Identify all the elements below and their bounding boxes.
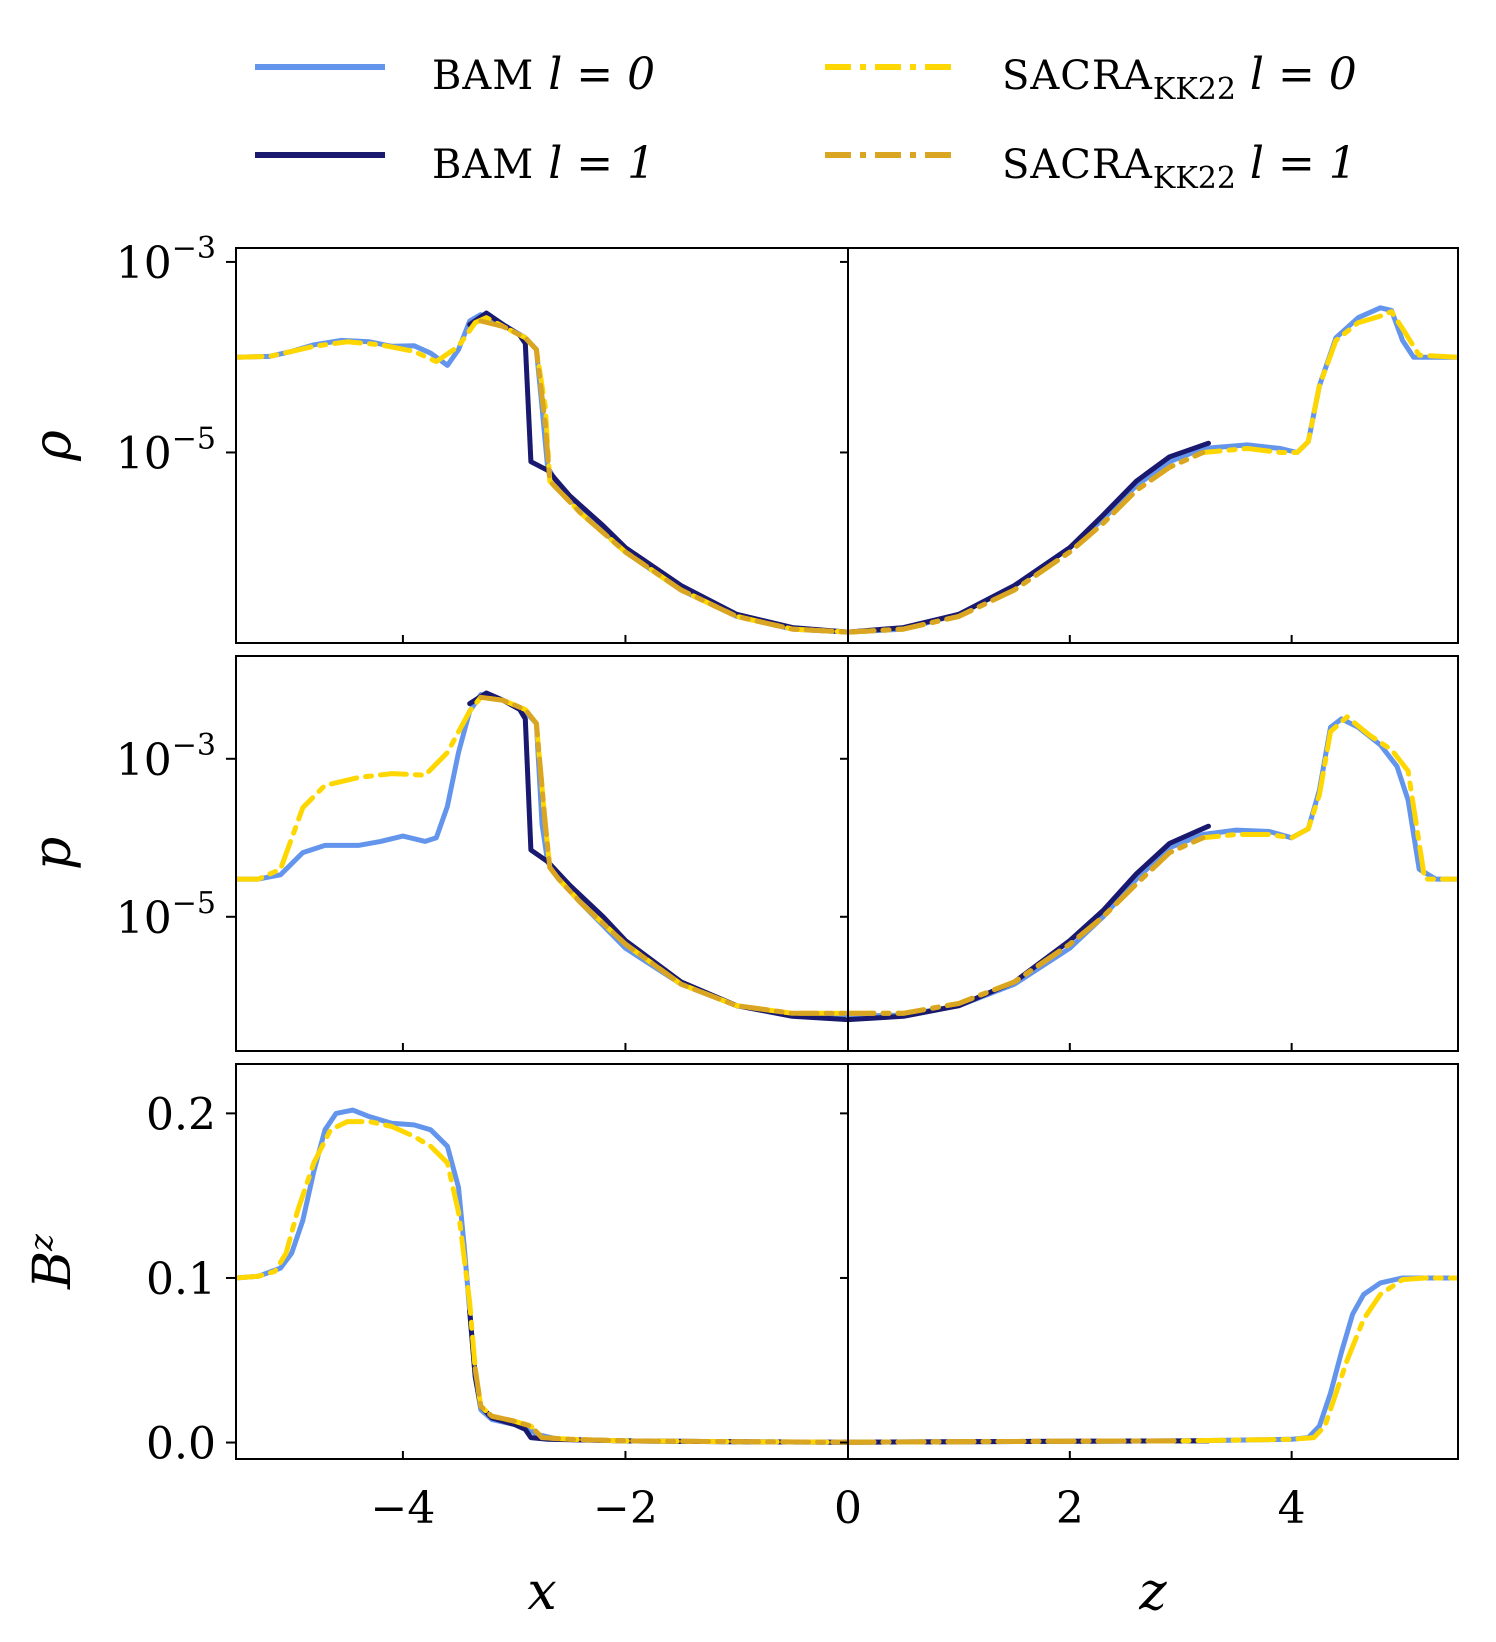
series-line-left-2	[236, 1119, 851, 1445]
y-tick-label-1-1: 10−5	[116, 886, 216, 944]
x-axis-label-right: z	[1138, 1562, 1167, 1622]
x-axis-label-left: x	[527, 1562, 556, 1622]
series-line-left-0	[236, 312, 851, 635]
series-line-left-0	[236, 1107, 851, 1445]
y-tick-label-0-0: 10−3	[116, 231, 216, 289]
panel-1: 10−3 10−5 p	[23, 655, 1459, 1052]
y-tick-label-2-1: 0.1	[146, 1254, 216, 1305]
series-line-left-1	[467, 310, 851, 635]
panel-0: 10−3 10−5 ρ	[23, 231, 1459, 644]
legend-label-0: BAM l = 0	[432, 49, 655, 100]
y-tick-label-0-1: 10−5	[116, 421, 216, 479]
x-tick-label-0: −4	[370, 1483, 435, 1534]
x-axis: −4 −2 0 2 4 x z	[370, 1483, 1305, 1622]
series-line-left-3	[478, 318, 851, 635]
legend-label-1: BAM l = 1	[432, 138, 655, 189]
y-axis-label-0: ρ	[23, 430, 83, 462]
y-axis-label-1: p	[23, 837, 83, 870]
series-line-right-0	[845, 1275, 1458, 1445]
x-tick-label-1: −2	[593, 1483, 658, 1534]
series-line-right-2	[845, 309, 1458, 635]
y-tick-label-2-0: 0.2	[146, 1089, 216, 1140]
series-line-right-3	[845, 835, 1206, 1016]
series-group-0	[236, 305, 1458, 635]
x-tick-label-3: 2	[1056, 1483, 1084, 1534]
legend-label-2: SACRAKK22 l = 0	[1002, 49, 1357, 107]
series-line-right-3	[845, 1438, 1184, 1445]
series-line-left-2	[236, 315, 851, 635]
legend: BAM l = 0 BAM l = 1 SACRAKK22 l = 0 SACRAKK…	[255, 49, 1357, 196]
x-tick-label-2: 0	[834, 1483, 862, 1534]
y-axis-label-2: Bz	[22, 1233, 83, 1290]
panels: 10−3 10−5 ρ 10−3 10−5 p 0.2 0.1 0.0 Bz	[22, 231, 1459, 1470]
x-tick-label-4: 4	[1278, 1483, 1306, 1534]
series-line-right-2	[845, 1275, 1458, 1445]
series-group-2	[236, 1107, 1458, 1445]
y-tick-label-1-0: 10−3	[116, 728, 216, 786]
series-line-right-3	[845, 450, 1206, 635]
panel-2: 0.2 0.1 0.0 Bz	[22, 1063, 1459, 1470]
series-line-left-3	[472, 1366, 851, 1445]
legend-label-3: SACRAKK22 l = 1	[1002, 138, 1357, 196]
series-line-right-1	[845, 823, 1211, 1023]
y-tick-label-2-2: 0.0	[146, 1419, 216, 1470]
series-group-1	[236, 690, 1458, 1023]
series-line-left-3	[478, 694, 851, 1016]
series-line-right-2	[845, 714, 1458, 1016]
